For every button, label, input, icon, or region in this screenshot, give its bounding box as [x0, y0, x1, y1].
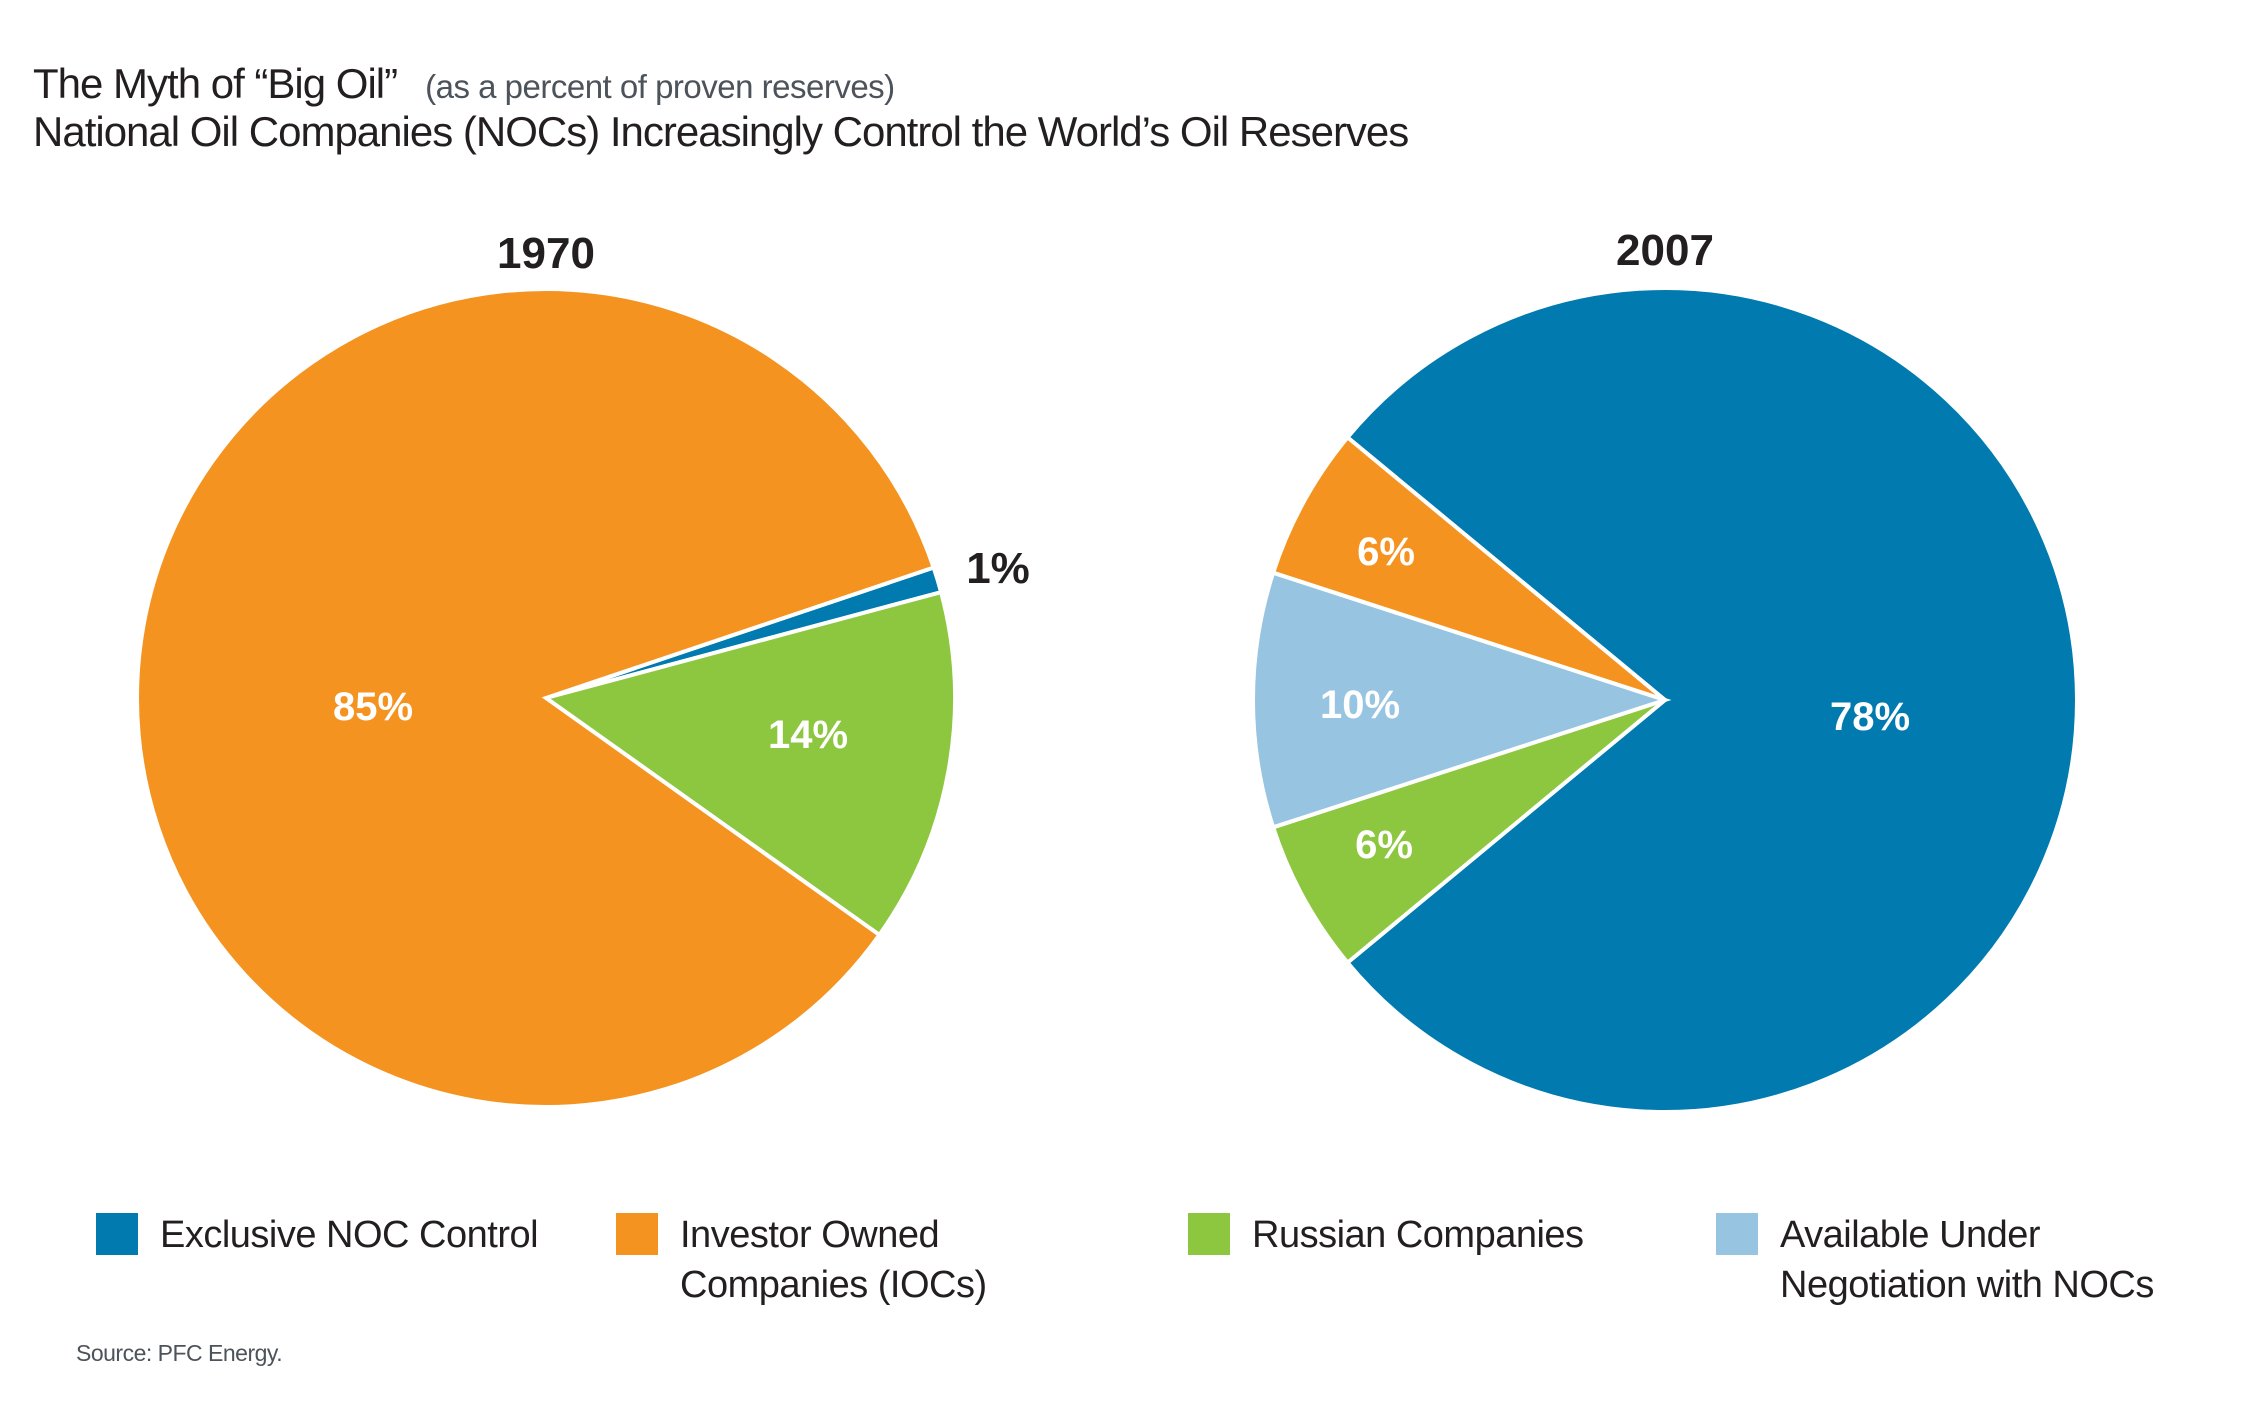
pie-slice-ioc [1270, 434, 1667, 702]
legend-label-line: Available Under [1780, 1214, 2041, 1256]
legend-swatch [1716, 1213, 1758, 1255]
slice-label-ioc: 6% [1357, 530, 1415, 574]
legend-label: Available Under Negotiation with NOCs [1780, 1210, 2154, 1310]
pie-2007: 2007 78% 6% 10% 6% [1250, 226, 2080, 1114]
slice-label-ioc: 85% [333, 685, 413, 729]
legend-label-line: Exclusive NOC Control [160, 1214, 539, 1256]
pie-title: 2007 [1616, 226, 1714, 275]
legend-label-line: Companies (IOCs) [680, 1264, 987, 1306]
legend-item-ioc: Investor Owned Companies (IOCs) [616, 1210, 987, 1310]
legend-label-line: Negotiation with NOCs [1780, 1264, 2154, 1306]
chart-title-main: The Myth of “Big Oil” [33, 60, 398, 107]
slice-label-russian: 14% [768, 713, 848, 757]
pie-slice-ioc [135, 287, 937, 1109]
pie-slice-russian [1270, 698, 1667, 966]
slice-label-negotiation: 10% [1320, 683, 1400, 727]
pie-title: 1970 [497, 229, 595, 278]
legend-swatch [96, 1213, 138, 1255]
slice-label-exclusive_noc: 1% [966, 544, 1030, 593]
pie-1970: 1970 1% 14% 85% [135, 229, 1030, 1109]
legend-label: Exclusive NOC Control [160, 1210, 539, 1260]
legend-swatch [1188, 1213, 1230, 1255]
legend-label: Russian Companies [1252, 1210, 1584, 1260]
pie-slice-exclusive_noc [1344, 286, 2080, 1114]
legend-swatch [616, 1213, 658, 1255]
chart-subtitle: National Oil Companies (NOCs) Increasing… [33, 108, 1409, 155]
legend-item-exclusive_noc: Exclusive NOC Control [96, 1210, 539, 1260]
slice-label-exclusive_noc: 78% [1830, 695, 1910, 739]
legend-item-russian: Russian Companies [1188, 1210, 1584, 1260]
source-note: Source: PFC Energy. [76, 1340, 283, 1366]
chart-title: The Myth of “Big Oil” (as a percent of pr… [33, 60, 895, 108]
legend-item-negotiation: Available Under Negotiation with NOCs [1716, 1210, 2154, 1310]
legend-label-line: Russian Companies [1252, 1214, 1584, 1256]
legend-label: Investor Owned Companies (IOCs) [680, 1210, 987, 1310]
pie-charts: 1970 1% 14% 85% 2007 78% 6% 10% 6% [135, 226, 2080, 1114]
pie-slice-russian [541, 589, 957, 938]
legend-label-line: Investor Owned [680, 1214, 940, 1256]
pie-slice-negotiation [1250, 570, 1672, 830]
chart-title-qualifier: (as a percent of proven reserves) [425, 68, 895, 105]
slice-label-russian: 6% [1355, 823, 1413, 867]
